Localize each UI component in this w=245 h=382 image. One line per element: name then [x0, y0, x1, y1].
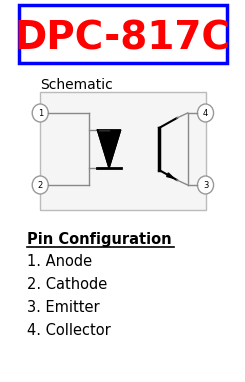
Text: 3: 3	[203, 181, 208, 189]
Polygon shape	[167, 173, 174, 178]
Circle shape	[32, 176, 48, 194]
Text: Schematic: Schematic	[40, 78, 113, 92]
Text: 1: 1	[38, 108, 43, 118]
Text: Pin Configuration: Pin Configuration	[27, 232, 171, 247]
Text: 1. Anode: 1. Anode	[27, 254, 92, 269]
Text: DPC-817C: DPC-817C	[14, 19, 231, 57]
Text: 4. Collector: 4. Collector	[27, 323, 110, 338]
FancyBboxPatch shape	[19, 5, 227, 63]
Bar	[40, 92, 206, 210]
Text: 4: 4	[203, 108, 208, 118]
Text: 2: 2	[38, 181, 43, 189]
Circle shape	[197, 104, 214, 122]
Circle shape	[32, 104, 48, 122]
Text: 3. Emitter: 3. Emitter	[27, 300, 99, 315]
Polygon shape	[98, 130, 121, 168]
Text: 2. Cathode: 2. Cathode	[27, 277, 107, 292]
Circle shape	[197, 176, 214, 194]
